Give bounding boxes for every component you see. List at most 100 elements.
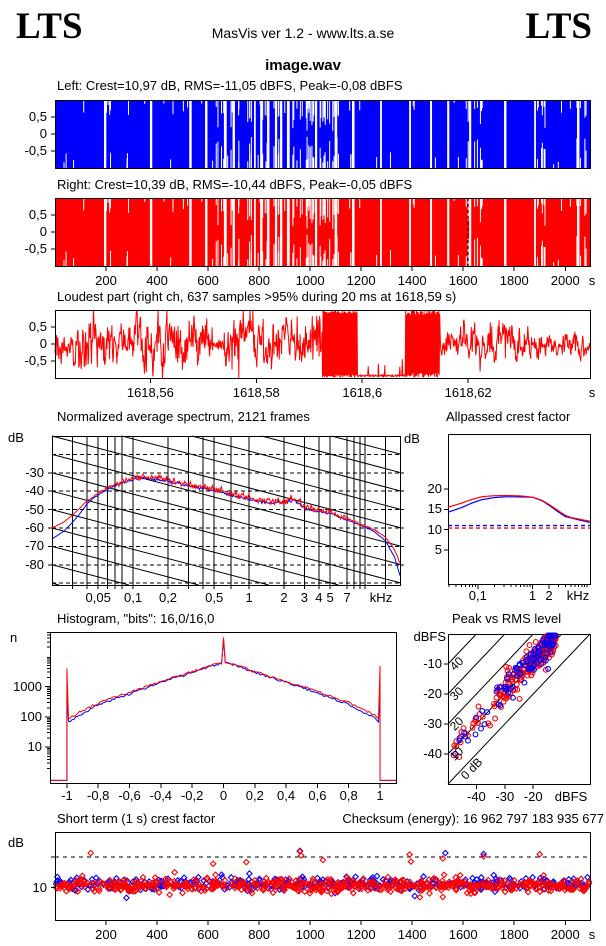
spectrum-x-tick-label: 0,5 <box>205 590 224 605</box>
allpassed-y-tick-label: 20 <box>427 481 442 496</box>
spectrum-plot <box>48 435 404 589</box>
peak-rms-y-tick-label: -10 <box>423 656 442 671</box>
histogram-x-tick-label: 0 <box>219 788 228 803</box>
spectrum-y-tick-label: -30 <box>25 464 44 480</box>
spectrum-x-tick-label: 5 <box>326 590 334 605</box>
right-waveform-plot-x-tick-label: 1000 <box>295 273 325 288</box>
histogram-y-axis-label: n <box>10 630 18 645</box>
left-waveform-plot <box>51 100 591 169</box>
spectrum-x-tick-label: 0,05 <box>85 590 111 605</box>
peak-rms-y-tick-label: -20 <box>423 686 442 701</box>
histogram-title: Histogram, "bits": 16,0/16,0 <box>57 611 215 626</box>
loudest-x-tick-label: 1618,6 <box>342 385 383 400</box>
right-waveform-plot-x-tick-label: 800 <box>248 273 270 288</box>
right-waveform-plot <box>51 198 591 271</box>
peak-rms-title: Peak vs RMS level <box>452 611 562 626</box>
app-title: MasVis ver 1.2 - www.lts.a.se <box>211 25 395 41</box>
spectrum-x-tick-label: 3 <box>300 590 309 605</box>
spectrum-x-unit-label: kHz <box>369 590 393 605</box>
short-term-crest-plot <box>51 832 593 925</box>
short-term-x-tick-label: 2000 <box>550 927 580 942</box>
spectrum-x-tick-label: 4 <box>315 590 323 605</box>
right-waveform-plot-x-tick-label: 2000 <box>550 273 580 288</box>
peak-rms-x-tick-label: -20 <box>523 789 543 804</box>
spectrum-y-tick-label: -80 <box>25 556 44 572</box>
short-term-x-tick-label: 1400 <box>397 927 427 942</box>
right-waveform-plot-x-tick-label: 200 <box>95 273 117 288</box>
short-term-x-tick-label: 800 <box>248 927 270 942</box>
short-term-x-tick-label: 400 <box>146 927 168 942</box>
right-waveform-plot-x-tick-label: 1200 <box>346 273 376 288</box>
right-wave-title: Right: Crest=10,39 dB, RMS=-10,44 dBFS, … <box>57 177 413 192</box>
loudest-y-tick-label: 0 <box>39 336 47 351</box>
left-waveform-plot-y-tick-label: 0 <box>39 126 47 141</box>
short-term-y-tick-label: 10 <box>32 879 47 895</box>
short-term-x-tick-label: 1200 <box>346 927 376 942</box>
short-term-x-tick-label: 600 <box>197 927 219 942</box>
histogram-x-tick-label: 0,8 <box>339 788 358 803</box>
histogram-y-tick-label: 10 <box>27 739 42 755</box>
short-term-x-tick-label: 200 <box>95 927 117 942</box>
histogram-plot <box>45 632 397 788</box>
logo-left: LTS <box>16 6 83 47</box>
spectrum-x-tick-label: 0,2 <box>158 590 178 605</box>
spectrum-title: Normalized average spectrum, 2121 frames <box>57 409 310 424</box>
spectrum-x-tick-label: 0,1 <box>124 590 143 605</box>
left-waveform-plot-y-tick-label: 0,5 <box>28 109 47 124</box>
histogram-x-tick-label: -0,6 <box>118 788 141 803</box>
right-waveform-plot-x-unit-label: s <box>588 273 596 288</box>
spectrum-y-axis-label: dB <box>8 430 24 445</box>
histogram-y-tick-label: 1000 <box>13 678 42 694</box>
short-term-x-tick-label: 1000 <box>295 927 325 942</box>
left-wave-title: Left: Crest=10,97 dB, RMS=-11,05 dBFS, P… <box>57 78 403 93</box>
loudest-x-tick-label: 1618,56 <box>126 385 174 400</box>
allpassed-y-tick-label: 5 <box>434 541 442 557</box>
right-waveform-plot-x-tick-label: 400 <box>146 273 168 288</box>
spectrum-x-tick-label: 2 <box>280 590 288 605</box>
histogram-x-tick-label: 0,4 <box>277 788 296 803</box>
loudest-title: Loudest part (right ch, 637 samples >95%… <box>57 289 457 304</box>
allpassed-x-tick-label: 0,1 <box>468 588 487 603</box>
peak-rms-x-tick-label: -30 <box>495 789 515 804</box>
short-term-x-unit-label: s <box>588 927 596 942</box>
peak-rms-x-tick-label: -40 <box>466 789 486 804</box>
histogram-x-tick-label: -0,2 <box>180 788 204 803</box>
spectrum-x-tick-label: 7 <box>343 590 351 605</box>
loudest-part-plot <box>51 309 591 383</box>
right-waveform-plot-x-tick-label: 1600 <box>448 273 478 288</box>
histogram-x-tick-label: -0,4 <box>149 788 173 803</box>
right-waveform-plot-x-tick-label: 600 <box>197 273 219 288</box>
spectrum-x-tick-label: 1 <box>245 590 253 605</box>
peak-rms-y-axis-label: dBFS <box>413 629 446 644</box>
spectrum-y-tick-label: -40 <box>25 483 44 499</box>
checksum-label: Checksum (energy): 16 962 797 183 935 67… <box>342 811 604 826</box>
file-title: image.wav <box>265 57 341 74</box>
allpassed-y-axis-label: dB <box>404 431 420 446</box>
loudest-x-unit-label: s <box>588 385 596 400</box>
allpassed-y-tick-label: 10 <box>427 521 442 537</box>
short-term-x-tick-label: 1800 <box>499 927 529 942</box>
loudest-y-tick-label: 0,5 <box>28 319 47 334</box>
peak-rms-y-tick-label: -30 <box>423 716 442 731</box>
allpassed-plot <box>444 434 591 589</box>
allpassed-x-tick-label: 1 <box>528 588 537 603</box>
right-waveform-plot-y-tick-label: 0,5 <box>28 207 47 222</box>
right-waveform-plot-x-tick-label: 1400 <box>397 273 427 288</box>
short-term-y-axis-label: dB <box>8 835 24 850</box>
logo-right: LTS <box>525 6 592 47</box>
histogram-x-tick-label: 1 <box>376 788 384 803</box>
right-waveform-plot-x-tick-label: 1800 <box>499 273 529 288</box>
histogram-x-tick-label: -1 <box>61 788 73 803</box>
histogram-x-tick-label: 0,2 <box>245 788 264 803</box>
allpassed-x-unit-label: kHz <box>566 588 590 603</box>
peak-rms-y-tick-label: -40 <box>423 746 442 761</box>
loudest-x-tick-label: 1618,58 <box>232 385 280 400</box>
spectrum-y-tick-label: -60 <box>25 519 44 535</box>
short-term-x-tick-label: 1600 <box>448 927 478 942</box>
allpassed-title: Allpassed crest factor <box>446 409 571 424</box>
loudest-x-tick-label: 1618,62 <box>444 385 492 400</box>
peak-rms-x-unit-label: dBFS <box>554 789 588 804</box>
right-waveform-plot-y-tick-label: 0 <box>39 224 47 239</box>
